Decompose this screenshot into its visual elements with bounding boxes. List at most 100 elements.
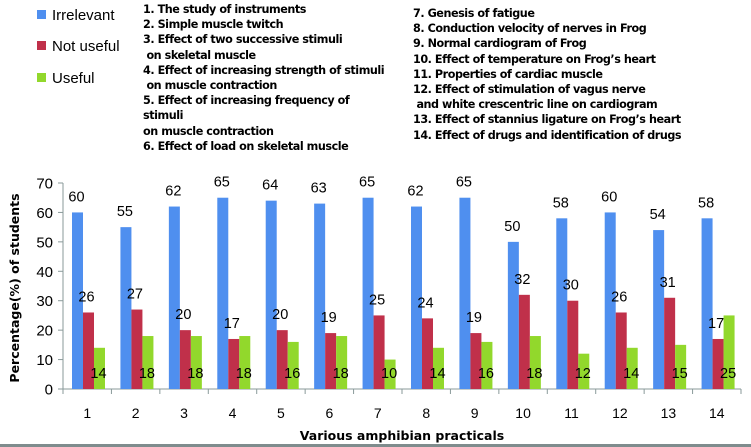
x-tick-label: 2 — [132, 405, 140, 421]
data-label-useful: 18 — [526, 366, 542, 382]
bar-irrelevant — [411, 206, 422, 389]
bar-useful — [336, 336, 348, 389]
y-tick-label: 10 — [36, 352, 53, 369]
data-label-irrelevant: 50 — [504, 219, 520, 235]
x-tick-label: 14 — [709, 405, 725, 421]
legend-swatch-irrelevant — [37, 10, 46, 19]
practical-list-line: stimuli — [143, 109, 183, 123]
x-tick-label: 8 — [422, 405, 430, 421]
practical-list-line: 12. Effect of stimulation of vagus nerve — [413, 83, 646, 97]
bar-irrelevant — [314, 203, 326, 389]
data-label-not-useful: 31 — [660, 275, 676, 291]
bar-not-useful — [712, 338, 724, 389]
x-axis-title: Various amphibian practicals — [300, 428, 504, 443]
bar-useful — [190, 336, 202, 389]
practical-list-line: 3. Effect of two successive stimuli — [143, 33, 343, 47]
bar-useful — [384, 359, 396, 389]
data-label-useful: 14 — [429, 366, 445, 382]
data-label-irrelevant: 64 — [262, 178, 278, 194]
x-tick-label: 7 — [374, 405, 382, 421]
data-label-irrelevant: 58 — [698, 195, 714, 211]
data-label-irrelevant: 60 — [68, 189, 84, 205]
data-label-useful: 25 — [720, 366, 736, 382]
y-tick-label: 40 — [36, 264, 53, 281]
bar-irrelevant — [507, 241, 519, 389]
practical-list-line: 14. Effect of drugs and identification o… — [413, 128, 682, 142]
practical-list-line: 6. Effect of load on skeletal muscle — [143, 139, 349, 153]
bar-useful — [723, 315, 735, 389]
legend-label: Not useful — [52, 38, 120, 55]
y-tick-label: 20 — [36, 323, 53, 340]
practical-list-right: 7. Genesis of fatigue 8. Conduction veloc… — [413, 6, 682, 143]
bars — [72, 197, 735, 389]
legend-swatch-useful — [37, 73, 46, 82]
data-label-useful: 15 — [672, 366, 688, 382]
y-tick-label: 50 — [36, 234, 53, 251]
x-tick-label: 9 — [471, 405, 479, 421]
data-label-not-useful: 20 — [175, 307, 191, 323]
bar-not-useful — [422, 318, 433, 389]
bar-not-useful — [567, 300, 579, 389]
data-label-useful: 10 — [381, 366, 397, 382]
data-label-not-useful: 19 — [321, 310, 337, 326]
data-label-irrelevant: 65 — [456, 175, 472, 191]
data-label-irrelevant: 62 — [407, 184, 423, 200]
bar-useful — [529, 336, 541, 389]
bar-irrelevant — [459, 197, 471, 389]
bar-not-useful — [325, 333, 337, 389]
bar-useful — [481, 341, 493, 389]
data-labels: 60 55 62 65 64 63 65 62 65 50 58 60 54 58 26 27 20 17 20 19… — [68, 175, 736, 382]
bar-useful — [626, 347, 638, 389]
bar-not-useful — [276, 330, 288, 389]
y-tick-label: 60 — [36, 205, 53, 222]
bottom-border — [0, 444, 751, 447]
bar-useful — [142, 336, 154, 389]
bar-irrelevant — [72, 212, 83, 389]
data-label-useful: 18 — [333, 366, 349, 382]
data-label-not-useful: 26 — [611, 289, 627, 305]
bar-irrelevant — [120, 227, 132, 389]
bar-not-useful — [179, 330, 191, 389]
data-label-useful: 14 — [623, 366, 639, 382]
practical-list-line: 7. Genesis of fatigue — [413, 7, 535, 20]
data-label-irrelevant: 62 — [165, 184, 181, 200]
y-axis-title: Percentage(%) of students — [7, 193, 22, 382]
legend-label: Useful — [52, 70, 95, 87]
bar-not-useful — [615, 312, 627, 389]
data-label-not-useful: 26 — [78, 289, 94, 305]
bar-irrelevant — [265, 200, 277, 389]
bar-useful — [239, 336, 251, 389]
bar-useful — [578, 353, 590, 389]
data-label-irrelevant: 65 — [214, 175, 230, 191]
bar-irrelevant — [604, 212, 616, 389]
data-label-irrelevant: 55 — [117, 204, 133, 220]
bar-useful — [675, 344, 687, 389]
practical-list-line: 13. Effect of stannius ligature on Frog’… — [413, 113, 681, 127]
bar-useful — [287, 341, 299, 389]
bar-not-useful — [470, 333, 482, 389]
bar-not-useful — [373, 315, 385, 389]
data-label-not-useful: 27 — [127, 287, 143, 303]
practical-list-left: 1. The study of instruments 2. Simple mus… — [143, 2, 385, 154]
x-tick-label: 4 — [229, 405, 237, 421]
bar-not-useful — [83, 312, 94, 389]
practical-list-line: 11. Properties of cardiac muscle — [413, 67, 603, 81]
data-label-irrelevant: 63 — [311, 181, 327, 197]
data-label-useful: 16 — [284, 366, 300, 382]
practical-list-line: 1. The study of instruments — [143, 3, 306, 16]
practical-list-line: and white crescentric line on cardiogram — [413, 98, 658, 112]
bar-irrelevant — [701, 218, 713, 389]
data-label-not-useful: 17 — [708, 316, 724, 332]
data-label-useful: 12 — [575, 366, 591, 382]
y-tick-label: 70 — [36, 176, 53, 193]
data-label-useful: 18 — [236, 366, 252, 382]
data-label-not-useful: 32 — [514, 272, 530, 288]
bar-not-useful — [664, 297, 676, 389]
practical-list-line: 5. Effect of increasing frequency of — [143, 94, 350, 108]
data-label-not-useful: 17 — [224, 316, 240, 332]
bar-irrelevant — [362, 197, 374, 389]
x-tick-label: 1 — [83, 405, 91, 421]
practical-list-line: 4. Effect of increasing strength of stim… — [143, 63, 385, 77]
x-tick-label: 13 — [661, 405, 677, 421]
